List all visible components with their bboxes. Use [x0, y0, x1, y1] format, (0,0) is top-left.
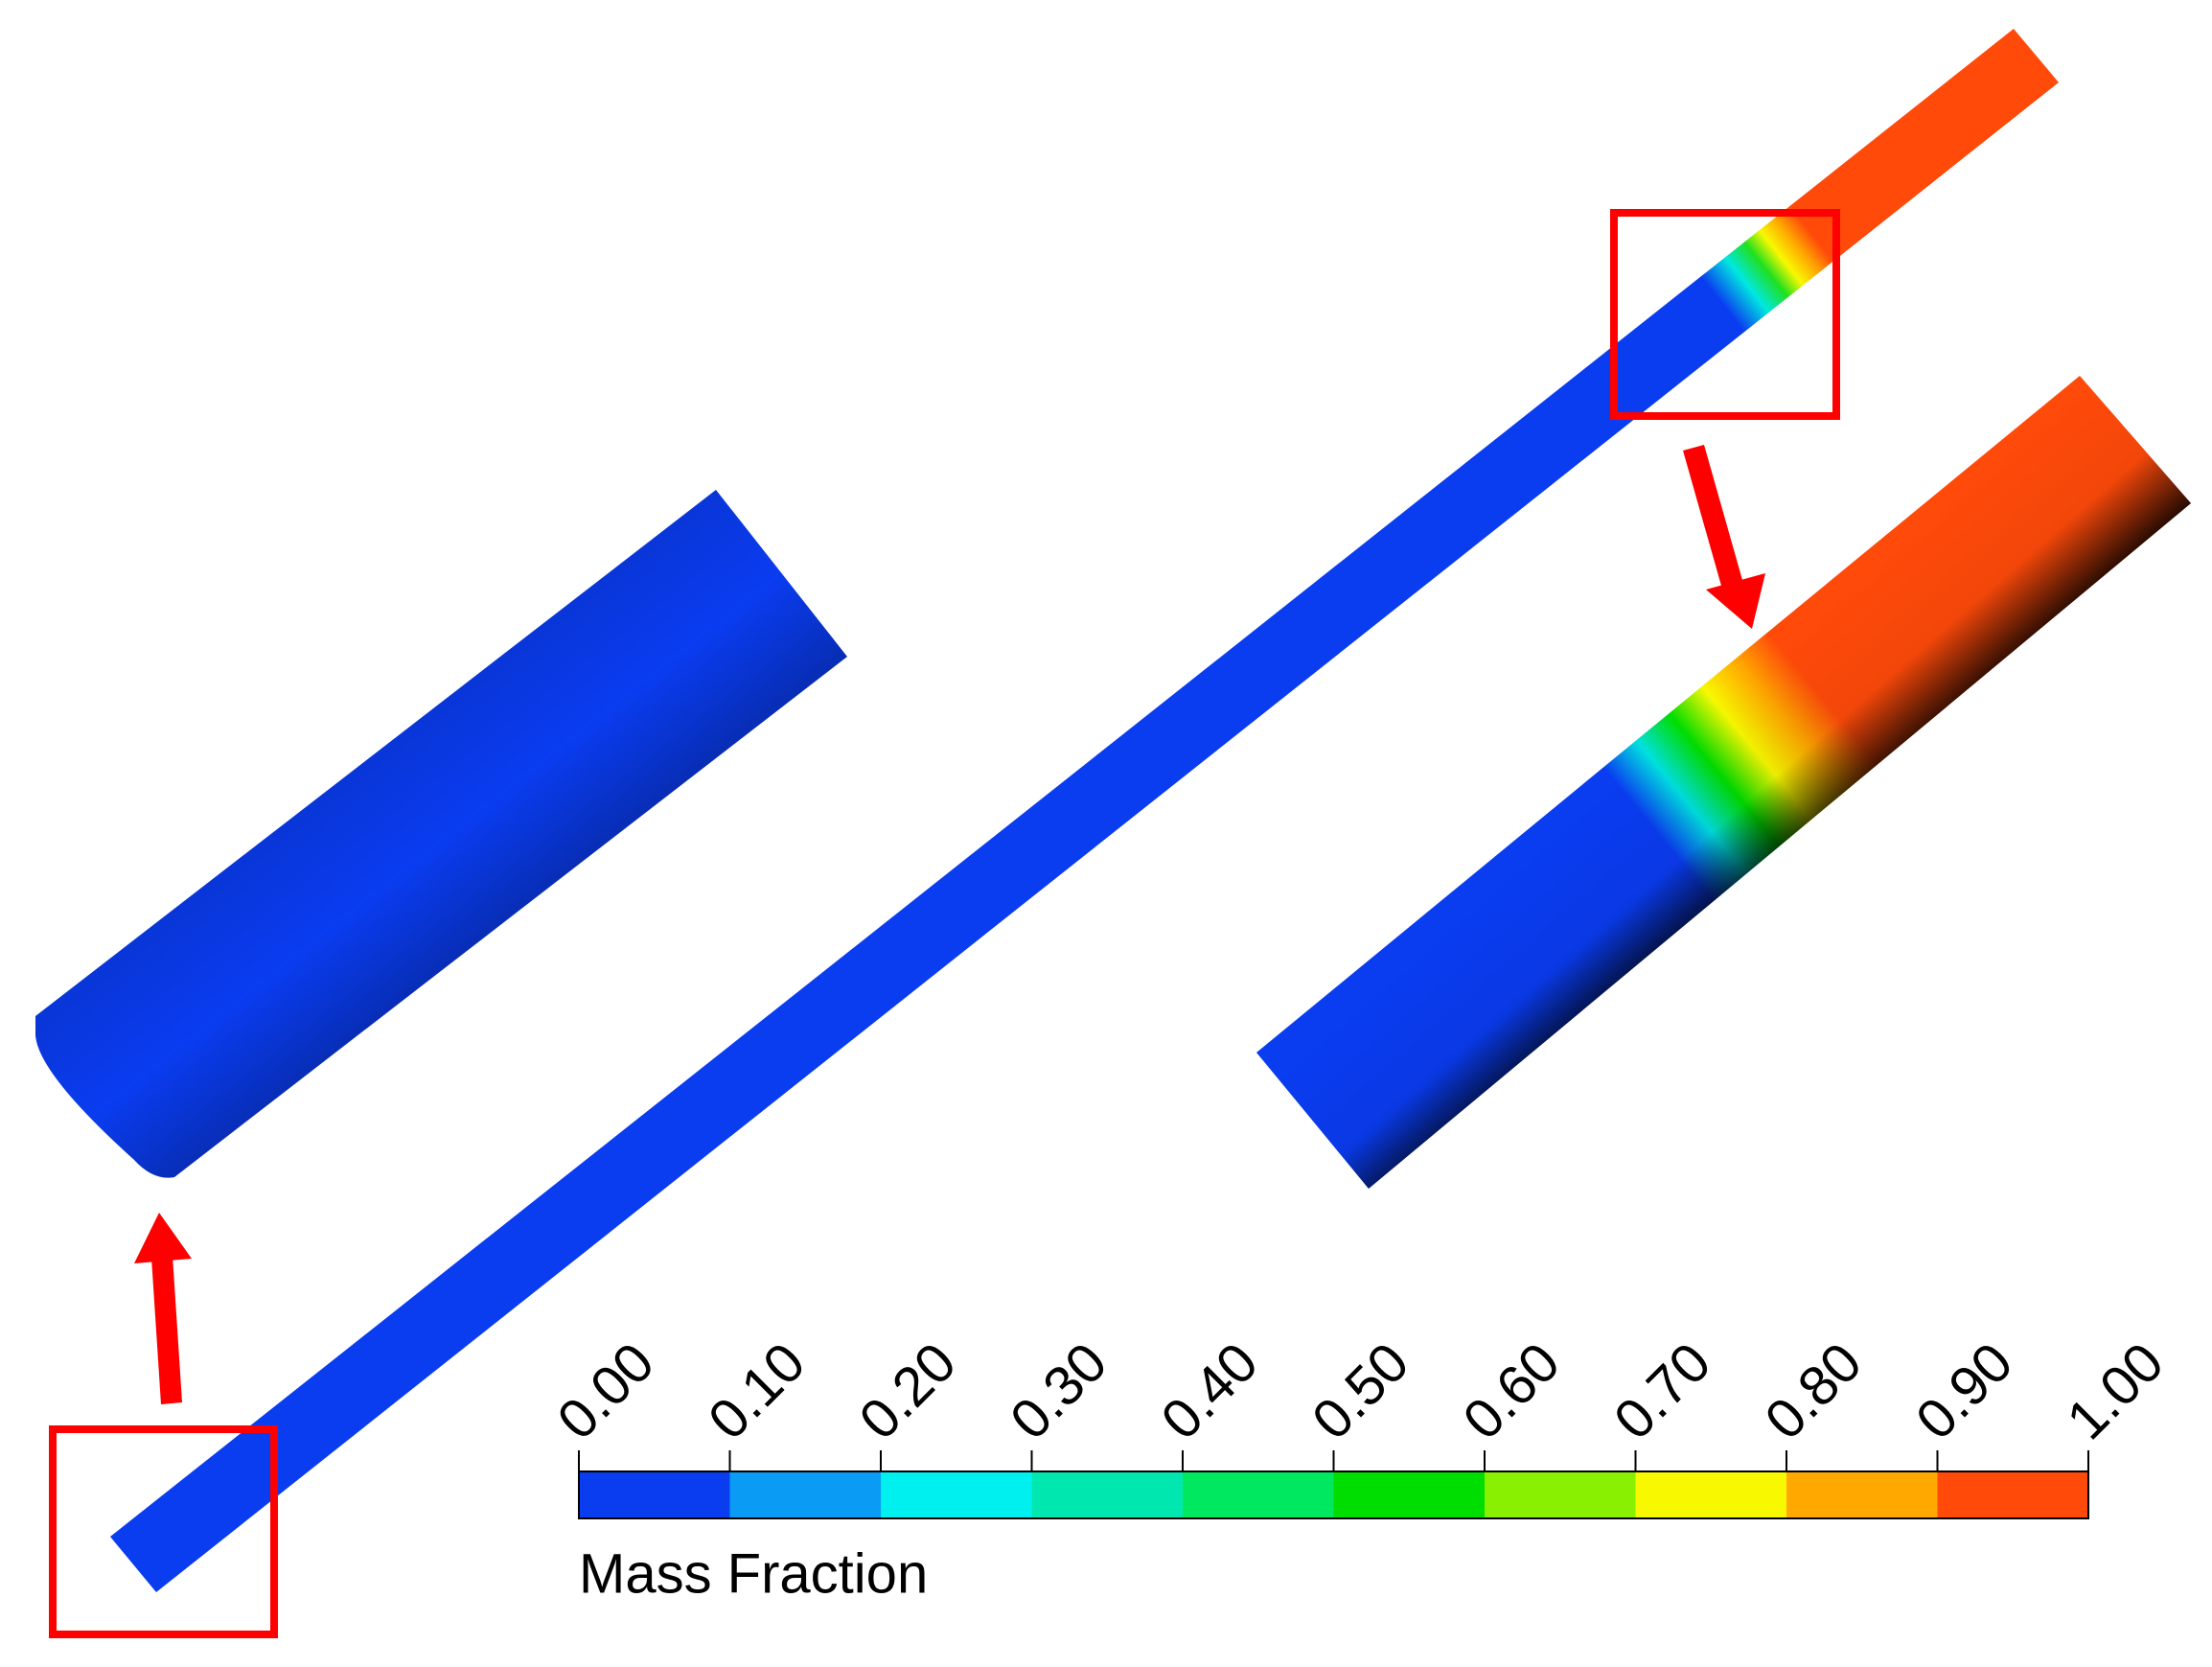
colorbar-band: [1485, 1471, 1636, 1518]
tick-label: 0.10: [697, 1331, 818, 1451]
colorbar-title: Mass Fraction: [579, 1542, 928, 1605]
colorbar-band: [1183, 1471, 1334, 1518]
colorbar-band: [881, 1471, 1032, 1518]
tick-label: 0.50: [1301, 1331, 1421, 1451]
colorbar-band: [1333, 1471, 1485, 1518]
colorbar-band: [1937, 1471, 2088, 1518]
tick-label: 0.20: [847, 1331, 968, 1451]
tick-label: 1.00: [2055, 1331, 2176, 1451]
tick-label: 0.90: [1904, 1331, 2025, 1451]
colorbar: 0.00 0.10 0.20 0.30 0.40 0.50 0.60 0.70 0.80 0.90…: [545, 1331, 2176, 1519]
tick-label: 0.00: [545, 1331, 666, 1451]
colorbar-band: [1031, 1471, 1183, 1518]
tick-label: 0.30: [999, 1331, 1119, 1451]
interface-highlight-box: [1610, 209, 1840, 420]
up-arrow: [134, 1213, 192, 1404]
colorbar-band: [579, 1471, 730, 1518]
colorbar-band: [729, 1471, 881, 1518]
zoom-shading: [1256, 376, 2191, 1189]
colorbar-band: [1786, 1471, 1938, 1518]
inlet-shading: [35, 490, 847, 1178]
colorbar-band: [1635, 1471, 1786, 1518]
down-arrow: [1683, 445, 1765, 629]
tick-label: 0.80: [1753, 1331, 1874, 1451]
tick-label: 0.60: [1451, 1331, 1572, 1451]
inlet-highlight-box: [49, 1425, 278, 1638]
tick-label: 0.40: [1149, 1331, 1270, 1451]
tick-label: 0.70: [1602, 1331, 1723, 1451]
long-pipe: [110, 29, 2059, 1592]
